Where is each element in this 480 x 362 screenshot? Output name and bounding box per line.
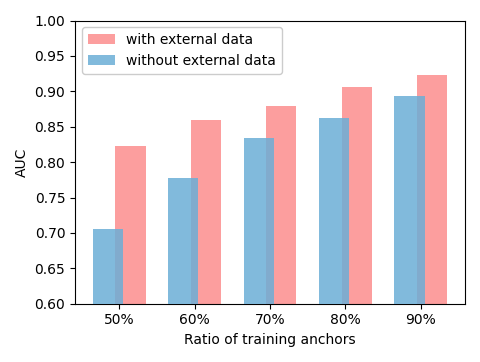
Bar xyxy=(115,146,145,362)
X-axis label: Ratio of training anchors: Ratio of training anchors xyxy=(184,333,356,347)
Bar xyxy=(266,106,297,362)
Bar xyxy=(168,178,198,362)
Bar xyxy=(93,230,123,362)
Y-axis label: AUC: AUC xyxy=(15,147,29,177)
Bar xyxy=(191,120,221,362)
Bar xyxy=(244,138,274,362)
Bar xyxy=(417,75,447,362)
Legend: with external data, without external data: with external data, without external dat… xyxy=(82,28,282,73)
Bar xyxy=(319,118,349,362)
Bar xyxy=(342,87,372,362)
Bar xyxy=(395,96,425,362)
